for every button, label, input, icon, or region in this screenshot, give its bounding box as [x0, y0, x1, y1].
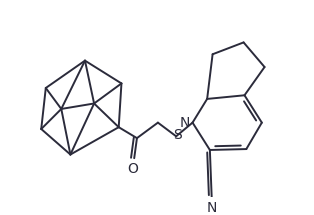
Text: O: O: [127, 162, 138, 176]
Text: S: S: [173, 128, 181, 142]
Text: N: N: [179, 116, 190, 130]
Text: N: N: [207, 201, 217, 215]
